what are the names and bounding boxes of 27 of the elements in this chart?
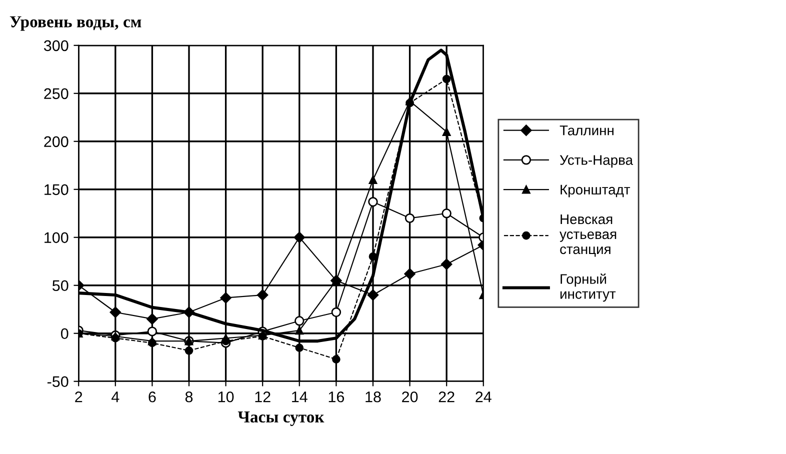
y-tick-label: 300 <box>44 40 68 52</box>
y-tick-label: 150 <box>44 184 68 196</box>
x-tick-label: 6 <box>148 391 156 402</box>
x-tick-label: 2 <box>75 391 82 402</box>
x-tick-label: 24 <box>476 391 492 402</box>
x-tick-label: 8 <box>185 391 193 402</box>
x-tick-label: 14 <box>292 392 308 402</box>
x-tick-label: 20 <box>402 391 418 402</box>
x-tick-label: 4 <box>112 392 120 402</box>
y-tick-label: 200 <box>44 136 68 148</box>
x-tick-label: 16 <box>328 391 344 402</box>
x-axis-title: Часы суток <box>238 411 324 426</box>
y-tick-label: 100 <box>44 232 68 244</box>
x-tick-label: 18 <box>366 391 381 402</box>
legend-label: Невская устьевая станция <box>560 214 616 257</box>
y-tick-label: 0 <box>60 328 68 340</box>
legend-label: Горный институт <box>560 273 616 302</box>
y-tick-label: 50 <box>52 280 68 292</box>
x-tick-label: 10 <box>218 391 234 402</box>
legend-label: Кронштадт <box>560 184 630 198</box>
y-tick-label: 250 <box>44 88 68 100</box>
x-tick-label: 12 <box>255 391 270 402</box>
legend-label: Таллинн <box>560 126 614 136</box>
y-tick-label: -50 <box>47 376 68 388</box>
x-tick-label: 22 <box>438 391 454 402</box>
legend-label: Усть-Нарва <box>560 155 634 168</box>
chart-title: Уровень воды, см <box>10 16 142 31</box>
